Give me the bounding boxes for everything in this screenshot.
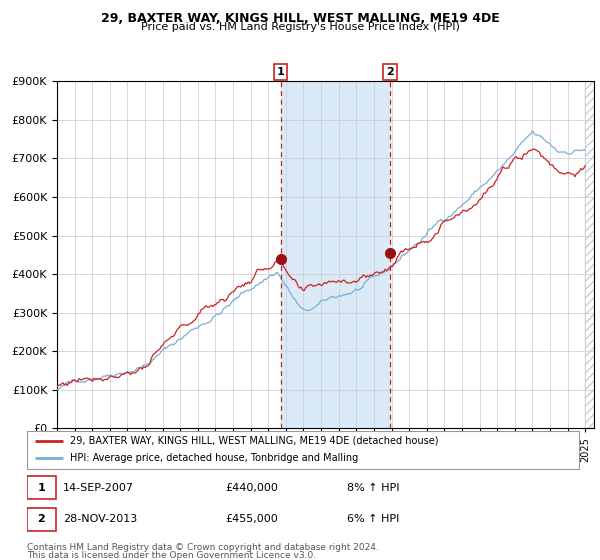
Text: 6% ↑ HPI: 6% ↑ HPI [347,514,400,524]
FancyBboxPatch shape [27,508,56,531]
Text: 28-NOV-2013: 28-NOV-2013 [63,514,137,524]
Text: Contains HM Land Registry data © Crown copyright and database right 2024.: Contains HM Land Registry data © Crown c… [27,543,379,552]
Text: £440,000: £440,000 [226,483,278,493]
Bar [281,81,390,428]
Text: HPI: Average price, detached house, Tonbridge and Malling: HPI: Average price, detached house, Tonb… [70,454,358,464]
Text: £455,000: £455,000 [226,514,278,524]
FancyBboxPatch shape [27,431,579,469]
Text: This data is licensed under the Open Government Licence v3.0.: This data is licensed under the Open Gov… [27,551,316,560]
Text: 14-SEP-2007: 14-SEP-2007 [63,483,134,493]
Text: 2: 2 [37,514,45,524]
FancyBboxPatch shape [27,476,56,499]
Text: 1: 1 [277,67,284,77]
Text: 29, BAXTER WAY, KINGS HILL, WEST MALLING, ME19 4DE (detached house): 29, BAXTER WAY, KINGS HILL, WEST MALLING… [70,436,439,446]
Text: 2: 2 [386,67,394,77]
Text: 8% ↑ HPI: 8% ↑ HPI [347,483,400,493]
Text: Price paid vs. HM Land Registry's House Price Index (HPI): Price paid vs. HM Land Registry's House … [140,22,460,32]
Text: 29, BAXTER WAY, KINGS HILL, WEST MALLING, ME19 4DE: 29, BAXTER WAY, KINGS HILL, WEST MALLING… [101,12,499,25]
Text: 1: 1 [37,483,45,493]
